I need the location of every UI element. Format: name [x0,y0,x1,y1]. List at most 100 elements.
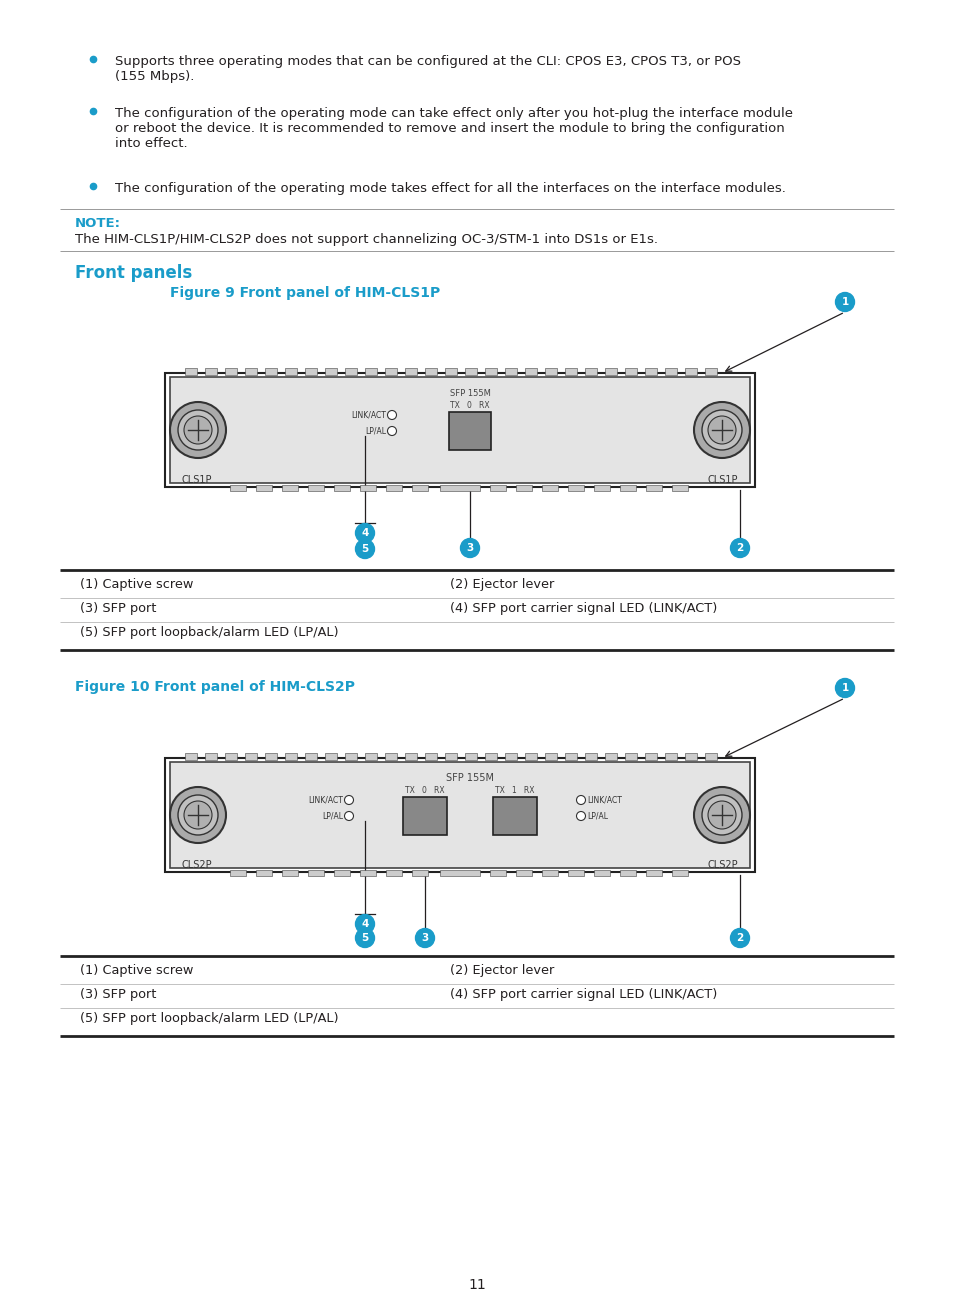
Bar [265,368,276,375]
Bar [359,870,375,876]
Text: (4) SFP port carrier signal LED (LINK/ACT): (4) SFP port carrier signal LED (LINK/AC… [450,603,717,616]
Bar [225,753,236,759]
Bar [484,368,497,375]
Bar [564,753,577,759]
Circle shape [460,539,479,557]
Bar [255,485,272,491]
Text: The configuration of the operating mode takes effect for all the interfaces on t: The configuration of the operating mode … [115,181,785,194]
Circle shape [355,915,375,933]
Circle shape [170,787,226,842]
Bar [412,870,428,876]
Text: LINK/ACT: LINK/ACT [586,796,621,805]
Bar [671,485,687,491]
Circle shape [730,928,749,947]
Bar [325,753,336,759]
Bar [165,758,754,872]
Bar [334,485,350,491]
Circle shape [693,787,749,842]
Bar [285,368,296,375]
Text: The configuration of the operating mode can take effect only after you hot-plug : The configuration of the operating mode … [115,108,792,150]
Bar [439,485,479,491]
Bar [516,870,532,876]
Bar [185,368,196,375]
Text: (1) Captive screw: (1) Captive screw [80,964,193,977]
Bar [493,797,537,835]
Bar [424,368,436,375]
Bar [385,753,396,759]
Bar [644,368,657,375]
Text: 4: 4 [361,527,368,538]
Text: LINK/ACT: LINK/ACT [308,796,343,805]
Text: SFP 155M: SFP 155M [449,389,490,398]
Text: LP/AL: LP/AL [365,426,386,435]
Circle shape [178,794,218,835]
Bar [245,368,256,375]
Bar [567,485,583,491]
Bar [444,753,456,759]
Bar [185,753,196,759]
Text: LP/AL: LP/AL [586,811,607,820]
Text: LINK/ACT: LINK/ACT [351,411,386,420]
Text: CLS1P: CLS1P [182,476,213,485]
Bar [604,753,617,759]
Circle shape [693,402,749,457]
Bar [170,377,749,483]
Text: (1) Captive screw: (1) Captive screw [80,578,193,591]
Text: TX   0   RX: TX 0 RX [450,400,489,410]
Bar [345,753,356,759]
Bar [334,870,350,876]
Bar [285,753,296,759]
Circle shape [387,411,396,420]
Bar [684,368,697,375]
Bar [308,485,324,491]
Bar [541,485,558,491]
Bar [567,870,583,876]
Text: (5) SFP port loopback/alarm LED (LP/AL): (5) SFP port loopback/alarm LED (LP/AL) [80,1012,338,1025]
Text: 1: 1 [841,297,848,307]
Bar [624,368,637,375]
Bar [165,373,754,487]
Text: CLS2P: CLS2P [182,861,213,870]
Text: 3: 3 [421,933,428,943]
Bar [255,870,272,876]
Bar [619,485,636,491]
Bar [308,870,324,876]
Text: CLS2P: CLS2P [706,861,738,870]
Bar [230,485,246,491]
Bar [584,753,597,759]
Bar [225,368,236,375]
Bar [544,368,557,375]
Bar [282,870,297,876]
Circle shape [355,928,375,947]
Text: 1: 1 [841,683,848,693]
Bar [449,412,491,450]
Circle shape [701,410,741,450]
Bar [265,753,276,759]
Bar [644,753,657,759]
Bar [516,485,532,491]
Circle shape [170,402,226,457]
Circle shape [576,796,585,805]
Bar [484,753,497,759]
Circle shape [701,794,741,835]
Circle shape [355,539,375,559]
Bar [594,485,609,491]
Bar [282,485,297,491]
Circle shape [355,524,375,543]
Text: LP/AL: LP/AL [322,811,343,820]
Bar [386,485,401,491]
Text: (2) Ejector lever: (2) Ejector lever [450,578,554,591]
Circle shape [576,811,585,820]
Text: 3: 3 [466,543,473,553]
Text: CLS1P: CLS1P [707,476,738,485]
Bar [365,753,376,759]
Bar [345,368,356,375]
Bar [385,368,396,375]
Bar [490,870,505,876]
Bar [405,368,416,375]
Text: Supports three operating modes that can be configured at the CLI: CPOS E3, CPOS : Supports three operating modes that can … [115,54,740,83]
Circle shape [344,796,354,805]
Text: Figure 10 Front panel of HIM-CLS2P: Figure 10 Front panel of HIM-CLS2P [75,680,355,693]
Bar [524,753,537,759]
Circle shape [344,811,354,820]
